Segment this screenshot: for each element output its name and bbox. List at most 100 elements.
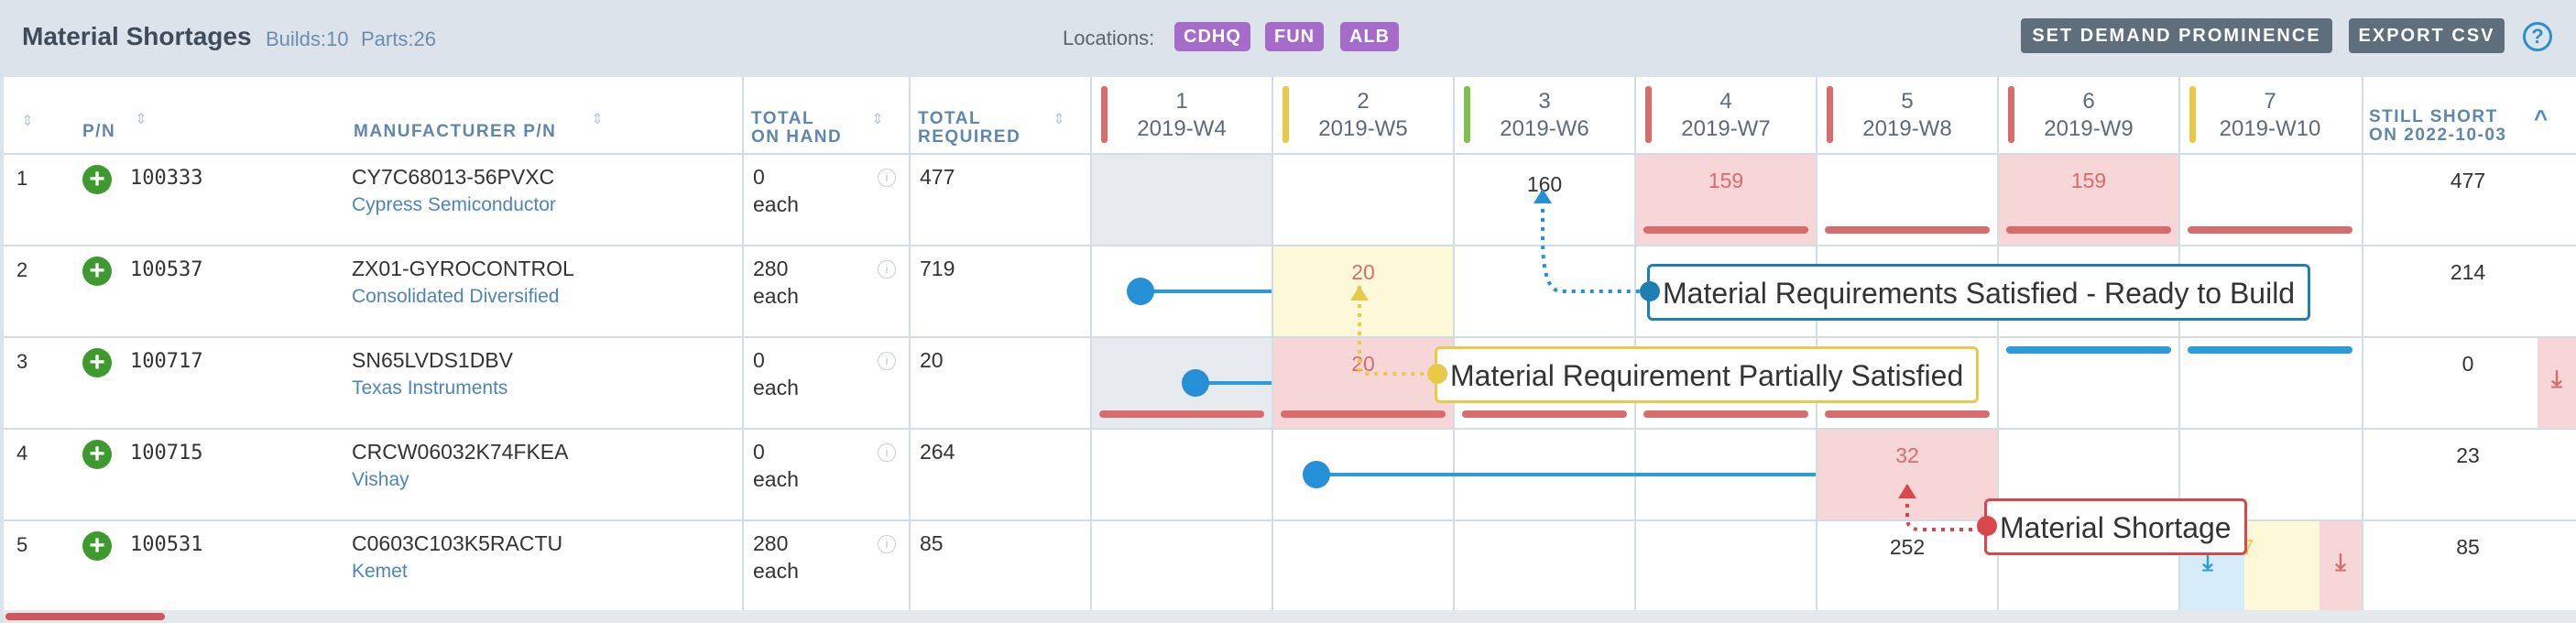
part-number[interactable]: 100537 xyxy=(130,258,203,281)
manufacturer-name[interactable]: Texas Instruments xyxy=(352,377,508,399)
week-7-status-bar xyxy=(2189,86,2196,143)
download-icon[interactable]: ⤓ xyxy=(2551,365,2562,392)
manufacturer-part-number: SN65LVDS1DBV xyxy=(352,348,513,372)
manufacturer-name[interactable]: Kemet xyxy=(352,561,408,582)
timeline-start-dot[interactable] xyxy=(1303,461,1330,488)
download-icon[interactable]: ⤓ xyxy=(2202,548,2213,575)
info-icon[interactable]: i xyxy=(878,352,896,370)
expand-row-icon[interactable]: + xyxy=(82,531,112,561)
row-number: 4 xyxy=(16,442,28,465)
week-5-header[interactable]: 5 2019-W8 xyxy=(1862,89,1952,141)
demand-value[interactable]: 159 xyxy=(2070,169,2107,192)
divider xyxy=(1997,77,1999,610)
location-chip-alb[interactable]: ALB xyxy=(1340,22,1400,51)
still-short: 0 xyxy=(2461,352,2474,376)
expand-row-icon[interactable]: + xyxy=(82,348,112,377)
column-header-on-hand-line2[interactable]: ON HAND xyxy=(751,127,843,147)
timeline-line xyxy=(1207,381,1272,385)
info-icon[interactable]: i xyxy=(878,443,896,462)
info-icon[interactable]: i xyxy=(878,535,896,553)
timeline-start-dot[interactable] xyxy=(1127,278,1154,305)
on-hand-qty: 0 each xyxy=(753,440,799,491)
info-icon[interactable]: i xyxy=(878,169,896,187)
divider xyxy=(1634,77,1636,610)
download-icon[interactable]: ⤓ xyxy=(2335,548,2346,575)
manufacturer-name[interactable]: Vishay xyxy=(352,469,409,490)
divider xyxy=(4,245,2576,246)
total-required: 85 xyxy=(920,531,944,555)
week-7-header[interactable]: 7 2019-W10 xyxy=(2219,89,2321,141)
column-header-pn[interactable]: P/N xyxy=(82,122,116,141)
part-number[interactable]: 100333 xyxy=(130,167,203,190)
demand-value[interactable]: 252 xyxy=(1889,535,1926,559)
expand-row-icon[interactable]: + xyxy=(82,165,112,194)
still-short: 85 xyxy=(2456,535,2480,559)
shortage-bar xyxy=(2188,226,2352,234)
demand-value[interactable]: 20 xyxy=(1351,260,1375,284)
set-demand-prominence-button[interactable]: SET DEMAND PROMINENCE xyxy=(2021,18,2332,53)
week-2-header[interactable]: 2 2019-W5 xyxy=(1318,89,1408,141)
sort-icon[interactable]: ⇕ xyxy=(135,112,147,127)
collapse-caret-icon[interactable]: ^ xyxy=(2534,104,2549,132)
row-number: 1 xyxy=(16,167,28,190)
on-hand-qty: 280 each xyxy=(753,257,799,308)
week-6-header[interactable]: 6 2019-W9 xyxy=(2044,89,2134,141)
manufacturer-name[interactable]: Consolidated Diversified xyxy=(352,286,560,307)
expand-row-icon[interactable]: + xyxy=(82,257,112,286)
divider xyxy=(742,77,744,610)
builds-count: Builds:10 xyxy=(266,27,349,50)
export-csv-button[interactable]: EXPORT CSV xyxy=(2349,18,2505,53)
sort-icon[interactable]: ⇕ xyxy=(591,112,604,127)
column-header-required-line2[interactable]: REQUIRED xyxy=(918,127,1021,147)
divider xyxy=(1816,77,1817,610)
cell-r1-w1 xyxy=(1090,154,1272,246)
part-number[interactable]: 100717 xyxy=(130,350,203,373)
row-number: 3 xyxy=(16,350,28,373)
part-number[interactable]: 100715 xyxy=(130,442,203,465)
divider xyxy=(2178,77,2180,610)
sort-icon[interactable]: ⇕ xyxy=(21,114,34,129)
divider xyxy=(4,519,2576,521)
column-header-mpn[interactable]: MANUFACTURER P/N xyxy=(354,122,557,141)
location-chip-fun[interactable]: FUN xyxy=(1265,22,1325,51)
column-header-on-hand-line1[interactable]: TOTAL xyxy=(751,109,815,128)
page-title: Material Shortages xyxy=(22,22,252,50)
manufacturer-part-number: ZX01-GYROCONTROL xyxy=(352,257,574,280)
sort-icon[interactable]: ⇕ xyxy=(871,112,884,127)
callout-dot xyxy=(1977,516,1997,536)
shortage-bar xyxy=(1643,226,1808,234)
callout-partial: Material Requirement Partially Satisfied xyxy=(1435,346,1980,403)
week-1-header[interactable]: 1 2019-W4 xyxy=(1137,89,1227,141)
manufacturer-part-number: CRCW06032K74FKEA xyxy=(352,440,569,464)
week-1-status-bar xyxy=(1101,86,1108,143)
manufacturer-name[interactable]: Cypress Semiconductor xyxy=(352,194,556,215)
help-icon[interactable]: ? xyxy=(2523,22,2552,51)
expand-row-icon[interactable]: + xyxy=(82,440,112,469)
column-header-required-line1[interactable]: TOTAL xyxy=(918,109,982,128)
horizontal-scrollbar[interactable] xyxy=(4,610,2576,623)
shortage-bar xyxy=(1099,410,1264,418)
demand-value[interactable]: 32 xyxy=(1895,443,1919,467)
demand-value[interactable]: 20 xyxy=(1351,352,1375,376)
part-number[interactable]: 100531 xyxy=(130,533,203,556)
total-required: 477 xyxy=(920,165,955,189)
demand-value[interactable]: 159 xyxy=(1708,169,1744,192)
row-number: 5 xyxy=(16,533,28,556)
total-required: 719 xyxy=(920,257,955,280)
timeline-start-dot[interactable] xyxy=(1182,369,1209,397)
parts-count: Parts:26 xyxy=(361,27,436,50)
still-short: 214 xyxy=(2450,260,2486,284)
on-hand-qty: 0 each xyxy=(753,165,799,216)
week-4-header[interactable]: 4 2019-W7 xyxy=(1681,89,1771,141)
shortage-bar xyxy=(1281,410,1446,418)
column-header-still-short-line2[interactable]: ON 2022-10-03 xyxy=(2369,126,2507,145)
location-chip-cdhq[interactable]: CDHQ xyxy=(1174,22,1250,51)
timeline-line xyxy=(1152,290,1272,293)
week-3-header[interactable]: 3 2019-W6 xyxy=(1500,89,1589,141)
week-6-status-bar xyxy=(2008,86,2014,143)
column-header-still-short-line1[interactable]: STILL SHORT xyxy=(2369,107,2498,126)
scrollbar-thumb[interactable] xyxy=(5,613,165,620)
info-icon[interactable]: i xyxy=(878,260,896,279)
sort-icon[interactable]: ⇕ xyxy=(1053,112,1065,127)
row-number: 2 xyxy=(16,258,28,281)
